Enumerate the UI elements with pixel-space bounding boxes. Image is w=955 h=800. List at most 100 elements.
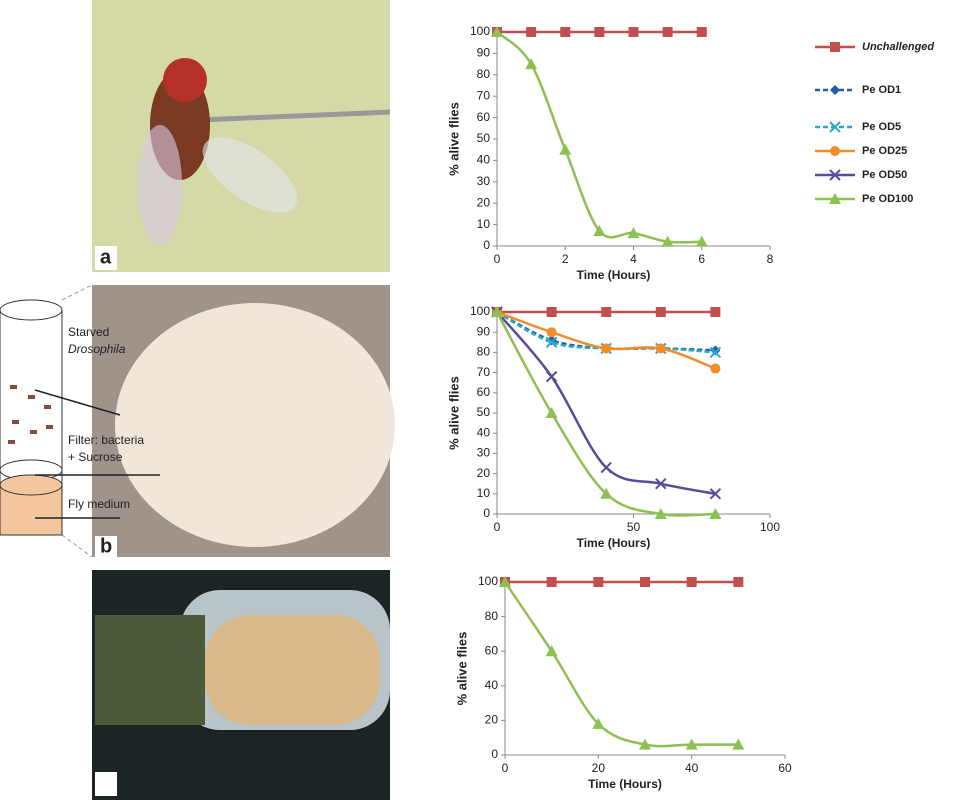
- y-tick-label: 90: [477, 46, 491, 60]
- y-tick-label: 60: [477, 385, 491, 399]
- y-tick-label: 30: [477, 446, 491, 460]
- marker: [559, 143, 572, 155]
- y-tick-label: 60: [477, 110, 491, 124]
- legend-label: Pe OD25: [862, 145, 907, 157]
- diagram-label: Fly medium: [68, 497, 130, 511]
- legend-label: Pe OD100: [862, 193, 913, 205]
- y-tick-label: 80: [485, 609, 499, 623]
- x-tick-label: 6: [698, 252, 705, 266]
- marker: [662, 27, 673, 37]
- marker: [639, 738, 651, 750]
- diagram-label: Drosophila: [68, 342, 126, 356]
- diagram-label: Starved: [68, 325, 109, 339]
- marker: [545, 645, 558, 657]
- marker: [830, 85, 840, 95]
- marker: [592, 717, 605, 729]
- marker: [655, 307, 666, 317]
- series-line: [496, 310, 716, 370]
- marker: [709, 508, 722, 519]
- y-tick-label: 20: [477, 466, 491, 480]
- pointer: [34, 389, 160, 519]
- marker: [655, 343, 666, 354]
- marker: [709, 488, 722, 500]
- tube-plug: [95, 615, 205, 725]
- marker: [601, 343, 612, 354]
- marker: [545, 407, 558, 418]
- y-tick-label: 0: [491, 747, 498, 761]
- photo-a: [92, 0, 390, 272]
- x-tick-label: 2: [562, 252, 569, 266]
- y-tick-label: 40: [477, 425, 491, 439]
- marker: [829, 169, 841, 181]
- marker: [560, 27, 571, 37]
- x-tick-label: 100: [760, 520, 780, 534]
- y-tick-label: 40: [485, 678, 499, 692]
- series-line: [496, 31, 702, 244]
- marker: [710, 345, 721, 356]
- marker: [830, 42, 840, 52]
- y-tick-label: 40: [477, 153, 491, 167]
- x-tick-label: 8: [767, 252, 774, 266]
- x-tick-label: 0: [494, 520, 501, 534]
- y-axis-label: % alive flies: [446, 376, 461, 450]
- marker: [732, 738, 745, 750]
- panel-label-bg: [95, 536, 117, 560]
- marker: [600, 487, 613, 499]
- series-line: [495, 311, 716, 517]
- marker: [600, 461, 612, 474]
- y-tick-label: 50: [477, 131, 491, 145]
- x-axis-label: Time (Hours): [588, 777, 662, 791]
- marker: [546, 577, 557, 587]
- marker: [593, 225, 606, 237]
- fly-head: [163, 58, 207, 102]
- filter-disc: [115, 303, 395, 547]
- marker: [686, 577, 697, 587]
- y-tick-label: 0: [483, 238, 490, 252]
- medium-top: [0, 474, 63, 496]
- x-tick-label: 20: [592, 761, 606, 775]
- tube-food: [205, 615, 380, 725]
- panel-label-bg: [95, 772, 117, 796]
- y-tick-label: 100: [478, 574, 498, 588]
- y-tick-label: 70: [477, 365, 491, 379]
- panel-label-bg: [95, 246, 117, 270]
- y-axis-label: % alive flies: [454, 632, 469, 706]
- marker: [733, 577, 744, 587]
- marker: [545, 370, 558, 383]
- marker: [710, 307, 721, 317]
- x-tick-label: 40: [685, 761, 699, 775]
- legend-label: Pe OD1: [862, 84, 901, 96]
- y-axis-label: % alive flies: [446, 102, 461, 176]
- y-tick-label: 70: [477, 88, 491, 102]
- marker: [525, 58, 538, 70]
- x-tick-label: 50: [627, 520, 641, 534]
- y-tick-label: 80: [477, 345, 491, 359]
- diagram-label: Filter: bacteria: [68, 433, 144, 447]
- x-tick-label: 0: [502, 761, 509, 775]
- marker: [491, 26, 503, 37]
- marker: [829, 121, 841, 133]
- legend-label: Unchallenged: [862, 41, 934, 53]
- legend-label: Pe OD50: [862, 169, 907, 181]
- marker: [545, 336, 558, 349]
- panel-label: a: [100, 246, 112, 268]
- y-tick-label: 80: [477, 67, 491, 81]
- marker: [546, 307, 557, 317]
- y-tick-label: 60: [485, 643, 499, 657]
- pin: [199, 109, 391, 123]
- y-tick-label: 100: [470, 24, 490, 38]
- y-tick-label: 90: [477, 324, 491, 338]
- marker: [546, 327, 557, 338]
- marker: [593, 577, 604, 587]
- panel-label: b: [100, 535, 112, 557]
- tube-top: [0, 299, 63, 321]
- x-axis-label: Time (Hours): [577, 268, 651, 282]
- series-line: [503, 581, 739, 748]
- y-tick-label: 20: [485, 713, 499, 727]
- marker: [640, 577, 650, 587]
- marker: [499, 576, 511, 587]
- marker: [601, 307, 612, 317]
- marker: [661, 235, 674, 247]
- x-axis-label: Time (Hours): [577, 536, 651, 550]
- series-line: [496, 310, 716, 354]
